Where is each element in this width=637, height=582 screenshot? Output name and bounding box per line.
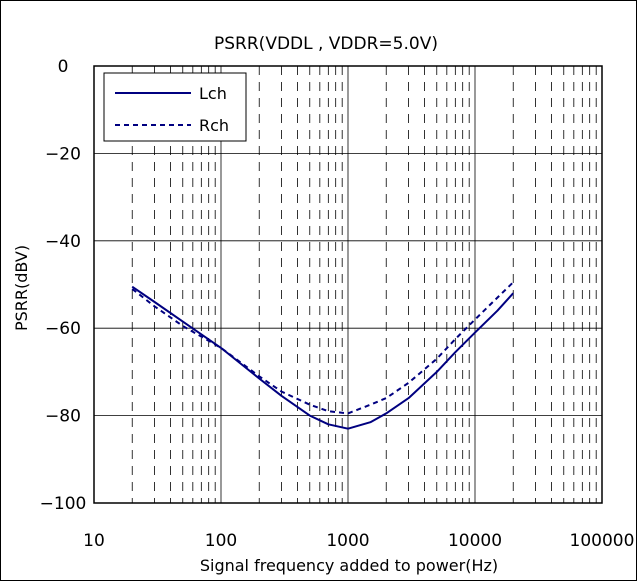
- y-tick-label: 0: [58, 57, 69, 77]
- series-line-rch: [131, 281, 514, 415]
- legend-box: [103, 72, 247, 142]
- y-tick-label: −40: [45, 232, 81, 252]
- x-tick-labels: 10 100 1000 10000 100000: [83, 531, 634, 551]
- y-tick-label: −60: [45, 319, 81, 339]
- x-tick-label: 10: [83, 531, 105, 551]
- x-tick-label: 100: [205, 531, 237, 551]
- series-group: [131, 281, 514, 430]
- legend-label-rch: Rch: [199, 116, 229, 135]
- y-tick-label: −100: [40, 494, 87, 514]
- x-tick-label: 1000: [326, 531, 369, 551]
- plot-area: [93, 65, 603, 504]
- x-axis-label: Signal frequency added to power(Hz): [200, 556, 498, 575]
- chart-title: PSRR(VDDL , VDDR=5.0V): [214, 34, 438, 54]
- y-tick-label: −80: [45, 407, 81, 427]
- y-axis-label: PSRR(dBV): [12, 245, 31, 331]
- legend-label-lch: Lch: [199, 84, 227, 103]
- y-tick-label: −20: [45, 144, 81, 164]
- legend: Lch Rch: [103, 72, 247, 142]
- y-tick-labels: 0 −20 −40 −60 −80 −100: [40, 57, 87, 514]
- series-line-lch: [131, 285, 514, 430]
- x-tick-label: 100000: [570, 531, 635, 551]
- x-tick-label: 10000: [448, 531, 502, 551]
